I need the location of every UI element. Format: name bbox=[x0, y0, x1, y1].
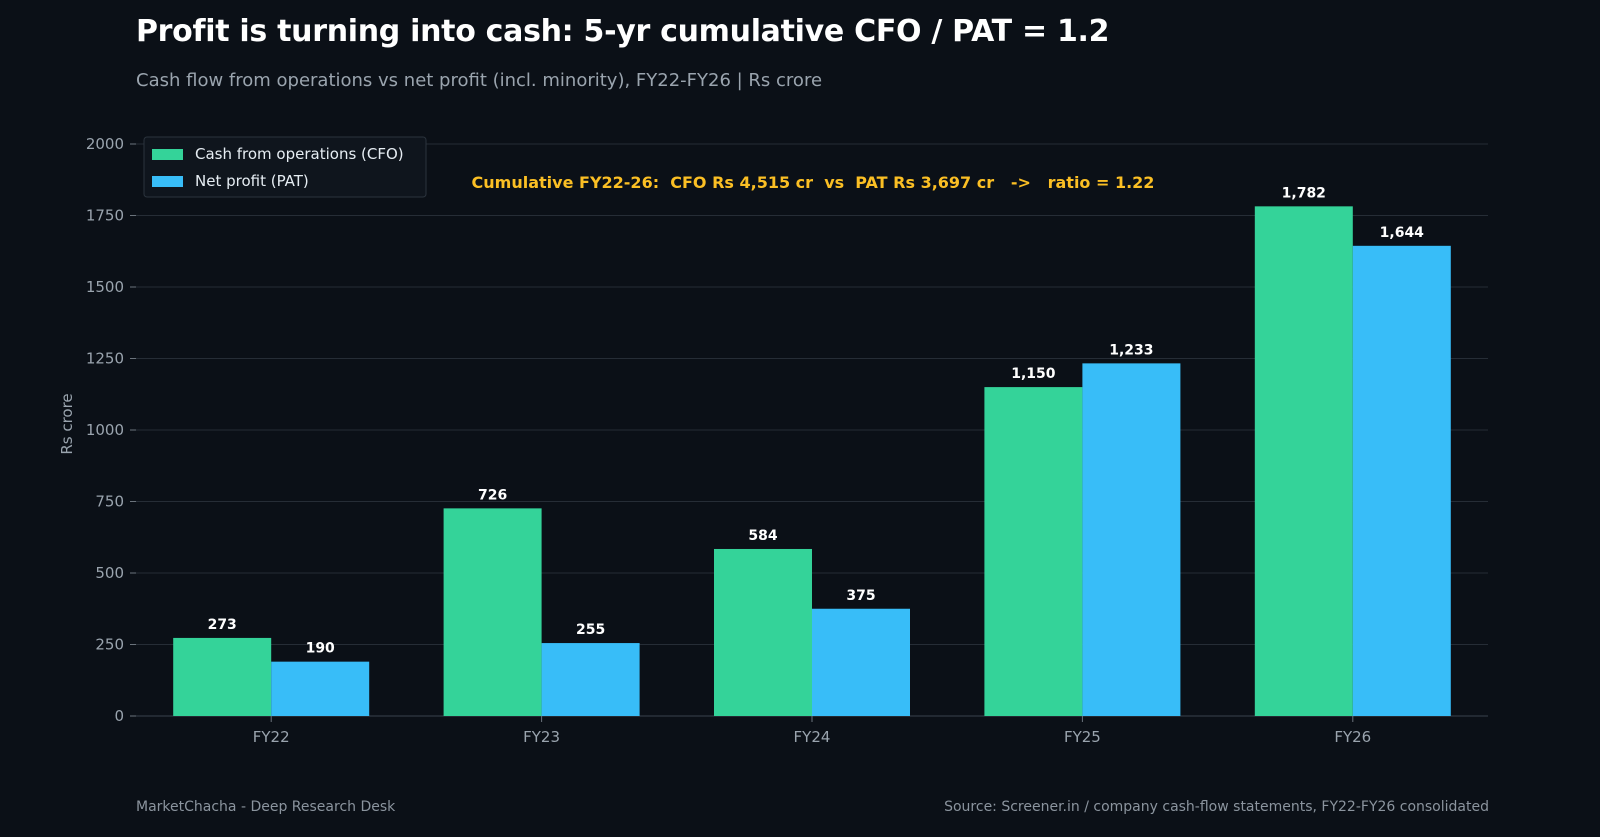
x-tick-label-fy26: FY26 bbox=[1334, 728, 1371, 746]
bar-pat-fy22 bbox=[271, 661, 370, 716]
legend-swatch-pat bbox=[152, 176, 183, 187]
x-tick-label-fy22: FY22 bbox=[253, 728, 290, 746]
x-axis-ticks: FY22 FY23 FY24 FY25 FY26 bbox=[253, 716, 1371, 746]
y-tick-label: 750 bbox=[95, 493, 124, 511]
y-tick-label: 1250 bbox=[86, 350, 124, 368]
y-axis-ticks: 0 250 500 750 1000 1250 1500 1750 2000 bbox=[86, 135, 136, 725]
footer-brand: MarketChacha - Deep Research Desk bbox=[136, 799, 396, 815]
data-label-cfo-fy25: 1,150 bbox=[1011, 366, 1056, 382]
y-tick-label: 500 bbox=[95, 564, 124, 582]
y-tick-label: 0 bbox=[114, 707, 124, 725]
legend-box bbox=[143, 136, 427, 198]
y-tick-label: 1500 bbox=[86, 278, 124, 296]
y-tick-label: 2000 bbox=[86, 135, 124, 153]
x-tick-label-fy23: FY23 bbox=[523, 728, 560, 746]
legend: Cash from operations (CFO) Net profit (P… bbox=[143, 136, 427, 198]
bar-pat-fy23 bbox=[541, 643, 640, 716]
y-tick-label: 1000 bbox=[86, 421, 124, 439]
data-label-pat-fy25: 1,233 bbox=[1109, 342, 1153, 358]
y-axis-label: Rs crore bbox=[58, 393, 76, 454]
legend-label-cfo: Cash from operations (CFO) bbox=[195, 145, 404, 163]
bar-cfo-fy26 bbox=[1254, 206, 1353, 716]
data-label-cfo-fy26: 1,782 bbox=[1282, 185, 1326, 201]
data-label-cfo-fy22: 273 bbox=[208, 617, 237, 633]
data-label-pat-fy23: 255 bbox=[576, 622, 605, 638]
bar-cfo-fy24 bbox=[714, 548, 812, 716]
data-label-cfo-fy23: 726 bbox=[478, 487, 507, 503]
x-tick-label-fy24: FY24 bbox=[794, 728, 831, 746]
chart-title: Profit is turning into cash: 5-yr cumula… bbox=[136, 14, 1110, 49]
bar-pat-fy26 bbox=[1352, 245, 1451, 717]
chart-subtitle: Cash flow from operations vs net profit … bbox=[136, 70, 823, 91]
footer-source: Source: Screener.in / company cash-flow … bbox=[944, 799, 1489, 815]
data-label-pat-fy26: 1,644 bbox=[1380, 225, 1425, 241]
bar-pat-fy24 bbox=[812, 608, 910, 716]
cumulative-annotation: Cumulative FY22-26: CFO Rs 4,515 cr vs P… bbox=[472, 173, 1155, 192]
data-labels: 273 190 726 255 584 375 1,150 1,233 1,782 1,644 bbox=[208, 185, 1425, 656]
legend-swatch-cfo bbox=[152, 149, 183, 160]
bar-cfo-fy23 bbox=[443, 508, 542, 716]
legend-label-pat: Net profit (PAT) bbox=[195, 172, 309, 190]
data-label-cfo-fy24: 584 bbox=[748, 528, 777, 544]
data-label-pat-fy24: 375 bbox=[846, 588, 875, 604]
data-label-pat-fy22: 190 bbox=[306, 641, 335, 657]
bar-cfo-fy22 bbox=[173, 637, 272, 716]
y-tick-label: 1750 bbox=[86, 207, 124, 225]
bar-cfo-fy25 bbox=[984, 387, 1083, 716]
y-tick-label: 250 bbox=[95, 636, 124, 654]
bars bbox=[173, 206, 1451, 717]
bar-pat-fy25 bbox=[1082, 363, 1181, 716]
x-tick-label-fy25: FY25 bbox=[1064, 728, 1101, 746]
